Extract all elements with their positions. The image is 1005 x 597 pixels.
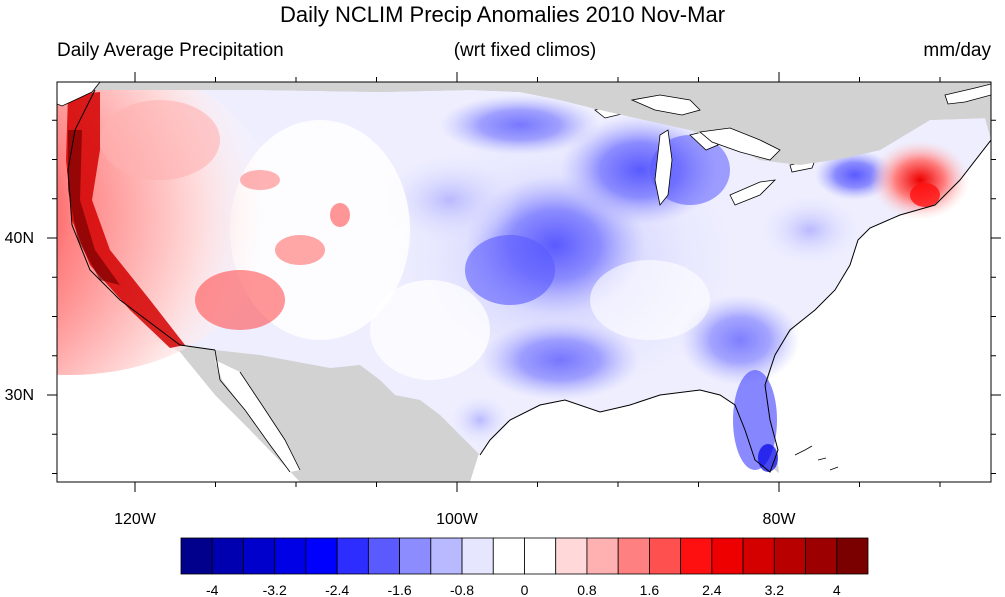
- gulf-of-mexico: [380, 378, 790, 482]
- field-blob: [680, 295, 800, 385]
- colorbar-swatch: [211, 537, 244, 575]
- colorbar-swatch: [742, 537, 775, 575]
- map-field: [57, 82, 991, 482]
- great-lakes-north: [630, 94, 701, 116]
- colorbar-label: -2.4: [325, 582, 349, 597]
- colorbar: [180, 537, 869, 575]
- baja-coastline: [214, 349, 291, 473]
- colorbar-label: -3.2: [263, 582, 287, 597]
- center-subtitle: (wrt fixed climos): [453, 40, 597, 61]
- east-coastline: [479, 139, 991, 473]
- northeast-anomaly: [870, 140, 970, 220]
- lake-erie: [729, 179, 777, 206]
- x-tick-label: 100W: [436, 511, 479, 528]
- colorbar-swatch: [430, 537, 463, 575]
- pacific-ocean: [57, 82, 300, 482]
- field-blob: [480, 320, 640, 400]
- colorbar-swatch: [617, 537, 650, 575]
- colorbar-label: 0.8: [577, 582, 597, 597]
- x-tick-label: 80W: [763, 511, 797, 528]
- colorbar-swatch: [711, 537, 744, 575]
- atlantic-ocean: [765, 140, 991, 482]
- lake-michigan: [654, 129, 673, 206]
- colorbar-swatch: [305, 537, 338, 575]
- colorbar-label: 0: [521, 582, 529, 597]
- colorbar-label: -0.8: [450, 582, 474, 597]
- field-blob: [440, 95, 600, 155]
- field-blob: [760, 195, 860, 265]
- axis-ticks: [47, 72, 1001, 492]
- field-blob: [465, 235, 555, 305]
- y-tick-label: 40N: [5, 230, 34, 247]
- map-title: Daily NCLIM Precip Anomalies 2010 Nov-Ma…: [279, 2, 726, 27]
- bahamas-outline: [794, 445, 839, 471]
- colorbar-swatch: [180, 537, 213, 575]
- colorbar-label: -1.6: [388, 582, 412, 597]
- colorbar-swatch: [524, 537, 557, 575]
- colorbar-swatch: [805, 537, 838, 575]
- colorbar-swatch: [492, 537, 525, 575]
- plot-frame: [56, 81, 992, 483]
- units-label: mm/day: [923, 40, 991, 61]
- field-blob: [450, 395, 510, 445]
- colorbar-swatch: [461, 537, 494, 575]
- colorbar-label: 1.6: [640, 582, 660, 597]
- west-coast-anomaly: [66, 92, 185, 348]
- west-coast-anomaly: [68, 130, 120, 285]
- field-blob: [275, 235, 325, 265]
- colorbar-label: 4: [833, 582, 841, 597]
- field-blob: [240, 170, 280, 190]
- colorbar-label: 3.2: [765, 582, 785, 597]
- field-blob: [370, 280, 490, 380]
- colorbar-swatch: [586, 537, 619, 575]
- colorbar-swatch: [274, 537, 307, 575]
- gulf-of-california: [215, 360, 300, 472]
- colorbar-swatch: [773, 537, 806, 575]
- colorbar-label: -4: [206, 582, 219, 597]
- colorbar-swatch: [555, 537, 588, 575]
- x-tick-label: 120W: [114, 511, 157, 528]
- colorbar-labels: -4 -3.2 -2.4 -1.6 -0.8 0 0.8 1.6 2.4 3.2 4: [206, 582, 841, 597]
- colorbar-swatch: [649, 537, 682, 575]
- left-subtitle: Daily Average Precipitation: [57, 40, 284, 61]
- colorbar-swatch: [336, 537, 369, 575]
- field-blob: [195, 270, 285, 330]
- colorbar-label: 2.4: [702, 582, 722, 597]
- colorbar-swatch: [836, 537, 869, 575]
- field-blob: [910, 183, 940, 207]
- field-blob: [330, 203, 350, 227]
- field-blob: [590, 260, 710, 340]
- puget-sound: [57, 82, 101, 107]
- mainland-mexico-coastline: [239, 371, 301, 471]
- field-blob: [380, 155, 520, 245]
- y-tick-label: 30N: [5, 387, 34, 404]
- colorbar-swatch: [399, 537, 432, 575]
- west-coastline: [67, 89, 216, 351]
- colorbar-swatch: [367, 537, 400, 575]
- georgian-bay: [699, 127, 781, 161]
- field-blob: [100, 100, 220, 180]
- gulf-st-lawrence: [944, 83, 991, 105]
- colorbar-swatch: [243, 537, 276, 575]
- colorbar-swatch: [680, 537, 713, 575]
